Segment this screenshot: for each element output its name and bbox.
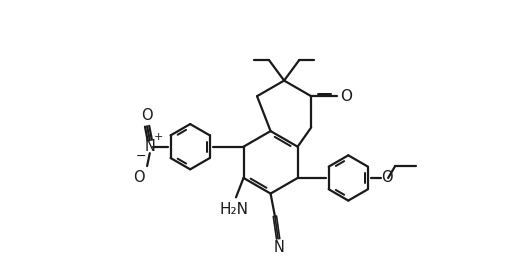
Text: N: N xyxy=(273,240,284,255)
Text: H₂N: H₂N xyxy=(219,202,248,217)
Text: O: O xyxy=(381,171,393,185)
Text: O: O xyxy=(141,108,153,123)
Text: N: N xyxy=(144,139,155,154)
Text: +: + xyxy=(154,132,164,142)
Text: O: O xyxy=(133,170,145,185)
Text: −: − xyxy=(135,150,146,163)
Text: O: O xyxy=(340,89,352,104)
